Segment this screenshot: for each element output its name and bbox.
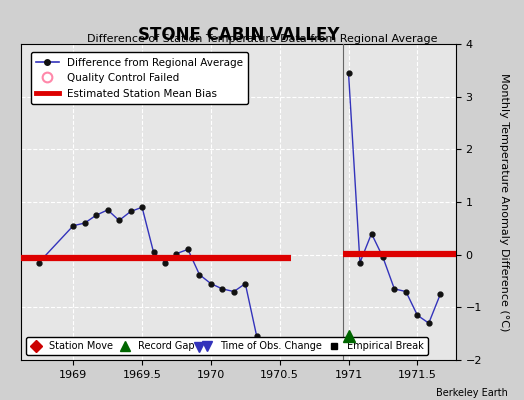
Title: STONE CABIN VALLEY: STONE CABIN VALLEY — [138, 26, 339, 44]
Legend: Station Move, Record Gap, Time of Obs. Change, Empirical Break: Station Move, Record Gap, Time of Obs. C… — [26, 337, 428, 355]
Text: Berkeley Earth: Berkeley Earth — [436, 388, 508, 398]
Y-axis label: Monthly Temperature Anomaly Difference (°C): Monthly Temperature Anomaly Difference (… — [499, 73, 509, 331]
Text: Difference of Station Temperature Data from Regional Average: Difference of Station Temperature Data f… — [87, 34, 437, 44]
